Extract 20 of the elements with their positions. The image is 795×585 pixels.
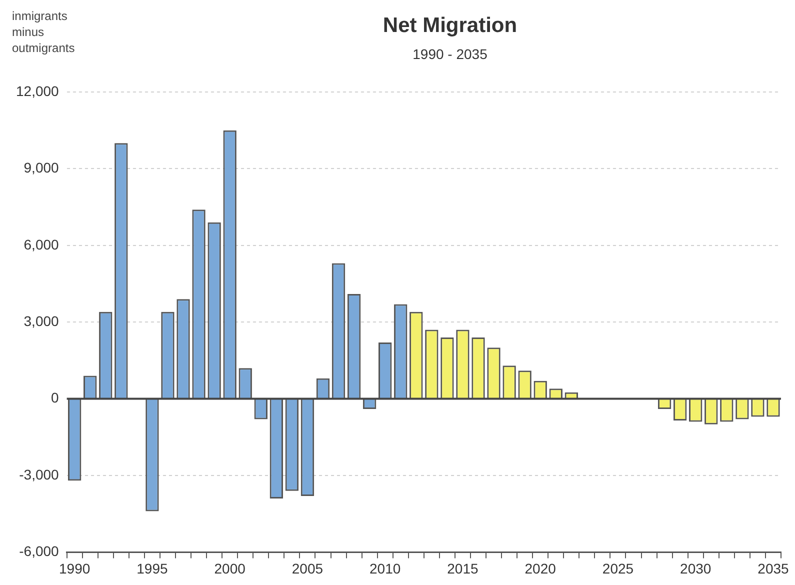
y-tick-label: -3,000: [19, 466, 60, 482]
x-tick-label: 1995: [136, 560, 168, 576]
x-tick-label: 2015: [447, 560, 479, 576]
y-tick-label: -6,000: [19, 543, 60, 560]
y-tick-label: 9,000: [24, 160, 60, 176]
x-tick-label: 1990: [59, 560, 90, 576]
x-tick-label: 2020: [524, 560, 556, 576]
x-tick-label: 2000: [214, 560, 246, 576]
y-tick-label: 6,000: [24, 236, 60, 252]
x-tick-label: 2025: [602, 560, 634, 576]
x-tick-label: 2005: [292, 560, 324, 576]
x-tick-label: 2035: [758, 560, 790, 576]
y-tick-label: 3,000: [24, 312, 60, 329]
y-tick-label: 0: [51, 390, 60, 406]
chart-subtitle: 1990 - 2035: [412, 46, 488, 62]
x-tick-label: 2010: [370, 560, 401, 576]
y-tick-label: 12,000: [16, 82, 60, 99]
x-tick-label: 2030: [680, 560, 712, 576]
y-axis-title: inmigrants minus outmigrants: [12, 8, 76, 56]
chart-title: Net Migration: [382, 14, 518, 38]
